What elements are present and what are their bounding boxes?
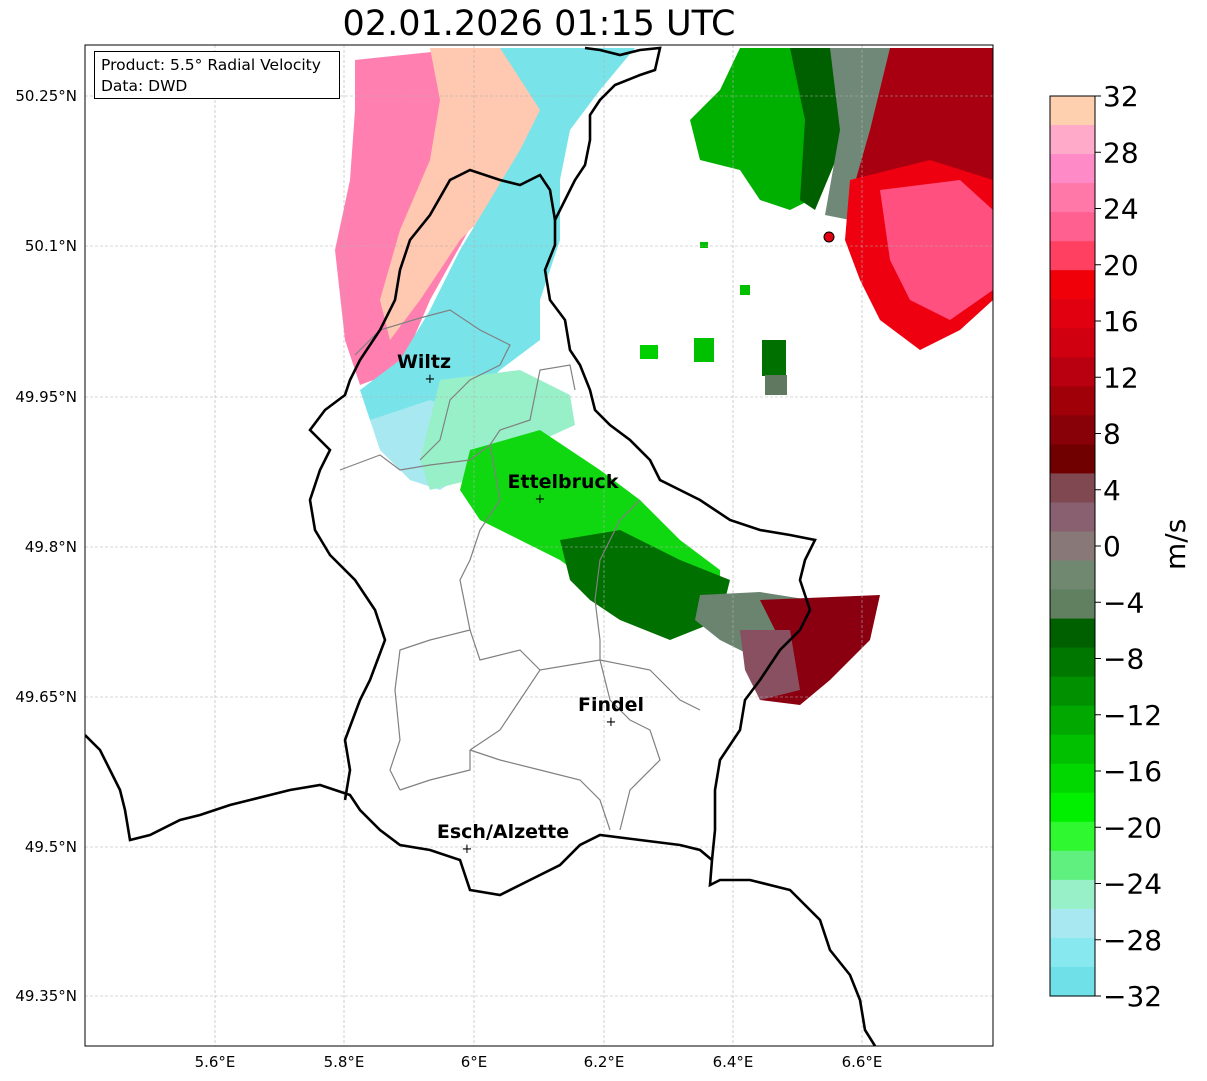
echo-mint-band (420, 370, 575, 490)
city-label-ettelbruck: Ettelbruck (508, 471, 619, 493)
city-label-wiltz: Wiltz (397, 351, 451, 373)
echo-peach-band (380, 48, 560, 340)
svg-text:5.8°E: 5.8°E (324, 1053, 365, 1071)
city-wiltz: Wiltz + (397, 351, 451, 387)
map-frame (84, 44, 994, 1047)
city-marker-icon: + (425, 372, 436, 387)
svg-text:49.5°N: 49.5°N (25, 838, 77, 856)
svg-text:5.6°E: 5.6°E (195, 1053, 236, 1071)
echo-darkgreen-band (560, 530, 730, 640)
svg-text:49.95°N: 49.95°N (15, 388, 77, 406)
echo-speckle (700, 242, 708, 248)
echo-speckle (762, 340, 786, 376)
svg-text:6.6°E: 6.6°E (842, 1053, 883, 1071)
map-title: 02.01.2026 01:15 UTC (342, 4, 736, 44)
city-marker-icon: + (462, 842, 473, 857)
borders (85, 46, 877, 1046)
radar-echoes (335, 48, 993, 705)
city-esch: Esch/Alzette + (437, 821, 569, 857)
city-marker-icon: + (535, 492, 546, 507)
svg-text:50.25°N: 50.25°N (15, 87, 77, 105)
svg-text:6.2°E: 6.2°E (584, 1053, 625, 1071)
product-info-box: Product: 5.5° Radial Velocity Data: DWD (94, 51, 340, 99)
city-findel: Findel + (578, 694, 644, 730)
svg-text:6.4°E: 6.4°E (713, 1053, 754, 1071)
echo-speckle (765, 375, 787, 395)
canton-borders (339, 309, 701, 831)
city-label-findel: Findel (578, 694, 644, 716)
city-ettelbruck: Ettelbruck + (508, 471, 619, 507)
svg-text:6°E: 6°E (461, 1053, 488, 1071)
national-borders (85, 46, 877, 1046)
svg-text:49.35°N: 49.35°N (15, 987, 77, 1005)
echo-speckle (740, 285, 750, 295)
city-marker-icon: + (606, 715, 617, 730)
echo-speckle (640, 345, 658, 359)
data-source-label: Data: DWD (101, 77, 188, 95)
echo-speckle (694, 338, 714, 362)
city-label-esch: Esch/Alzette (437, 821, 569, 843)
echo-cyan-band (360, 48, 635, 470)
product-label: Product: 5.5° Radial Velocity (101, 56, 321, 74)
svg-text:49.8°N: 49.8°N (25, 538, 77, 556)
echo-ne-pink (880, 180, 993, 320)
lat-tick-labels: 50.25°N 50.1°N 49.95°N 49.8°N 49.65°N 49… (15, 87, 77, 1005)
colorbar-unit-label: m/s (1159, 518, 1192, 570)
gridlines (85, 45, 993, 1046)
city-markers: Wiltz + Ettelbruck + Findel + Esch/Alzet… (397, 351, 644, 857)
svg-text:50.1°N: 50.1°N (25, 237, 77, 255)
radar-site-dot (823, 231, 835, 243)
svg-text:49.65°N: 49.65°N (15, 688, 77, 706)
lon-tick-labels: 5.6°E 5.8°E 6°E 6.2°E 6.4°E 6.6°E (195, 1053, 883, 1071)
